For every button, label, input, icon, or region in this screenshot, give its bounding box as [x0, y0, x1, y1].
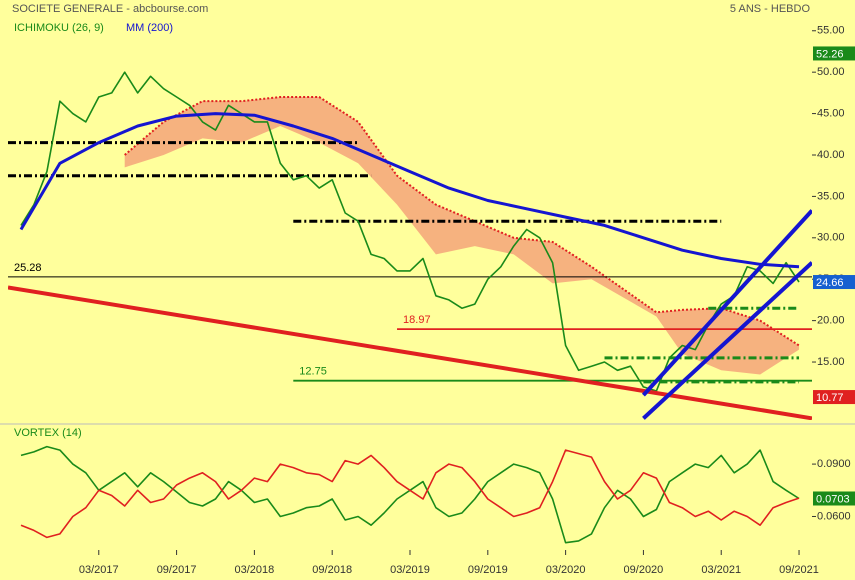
x-tick-label: 09/2020 — [624, 564, 664, 576]
y-tick-label: 30.00 — [817, 232, 845, 244]
y-tick-label: 55.00 — [817, 25, 845, 37]
series-line — [20, 449, 800, 539]
level-label: 18.97 — [403, 314, 431, 326]
y-tick-label: 45.00 — [817, 107, 845, 119]
trendline — [8, 285, 812, 420]
trendline — [642, 261, 812, 420]
chart-title: SOCIETE GENERALE - abcbourse.com — [12, 3, 208, 15]
chart-subtitle: 5 ANS - HEBDO — [730, 3, 811, 15]
ichimoku-cloud — [124, 97, 800, 375]
plot-area — [20, 445, 800, 544]
value-badge — [813, 46, 855, 61]
x-tick-label: 03/2018 — [235, 564, 275, 576]
panel-title: VORTEX (14) — [14, 427, 82, 439]
series-line — [20, 71, 800, 392]
value-badge-label: 24.66 — [816, 277, 844, 289]
indicator-label: MM (200) — [126, 22, 173, 34]
x-tick-label: 09/2019 — [468, 564, 508, 576]
value-badge-label: 10.77 — [816, 392, 844, 404]
x-tick-label: 03/2017 — [79, 564, 119, 576]
y-tick-label: 0.0900 — [817, 458, 851, 470]
x-tick-label: 03/2019 — [390, 564, 430, 576]
x-tick-label: 03/2020 — [546, 564, 586, 576]
y-tick-label: 50.00 — [817, 66, 845, 78]
x-tick-label: 09/2018 — [312, 564, 352, 576]
value-badge-label: 52.26 — [816, 48, 844, 60]
value-badge — [813, 275, 855, 290]
x-tick-label: 09/2017 — [157, 564, 197, 576]
level-label: 12.75 — [299, 366, 327, 378]
y-tick-label: 0.0600 — [817, 510, 851, 522]
trendline — [641, 209, 812, 397]
indicator-label: ICHIMOKU (26, 9) — [14, 22, 104, 34]
value-badge-label: 0.0703 — [816, 493, 850, 505]
plot-area — [8, 71, 812, 420]
y-tick-label: 35.00 — [817, 190, 845, 202]
y-tick-label: 15.00 — [817, 356, 845, 368]
x-tick-label: 09/2021 — [779, 564, 819, 576]
series-line — [19, 112, 800, 269]
level-label: 25.28 — [14, 262, 42, 274]
value-badge — [813, 491, 855, 506]
x-tick-label: 03/2021 — [701, 564, 741, 576]
y-tick-label: 20.00 — [817, 315, 845, 327]
y-tick-label: 40.00 — [817, 149, 845, 161]
value-badge — [813, 390, 855, 405]
